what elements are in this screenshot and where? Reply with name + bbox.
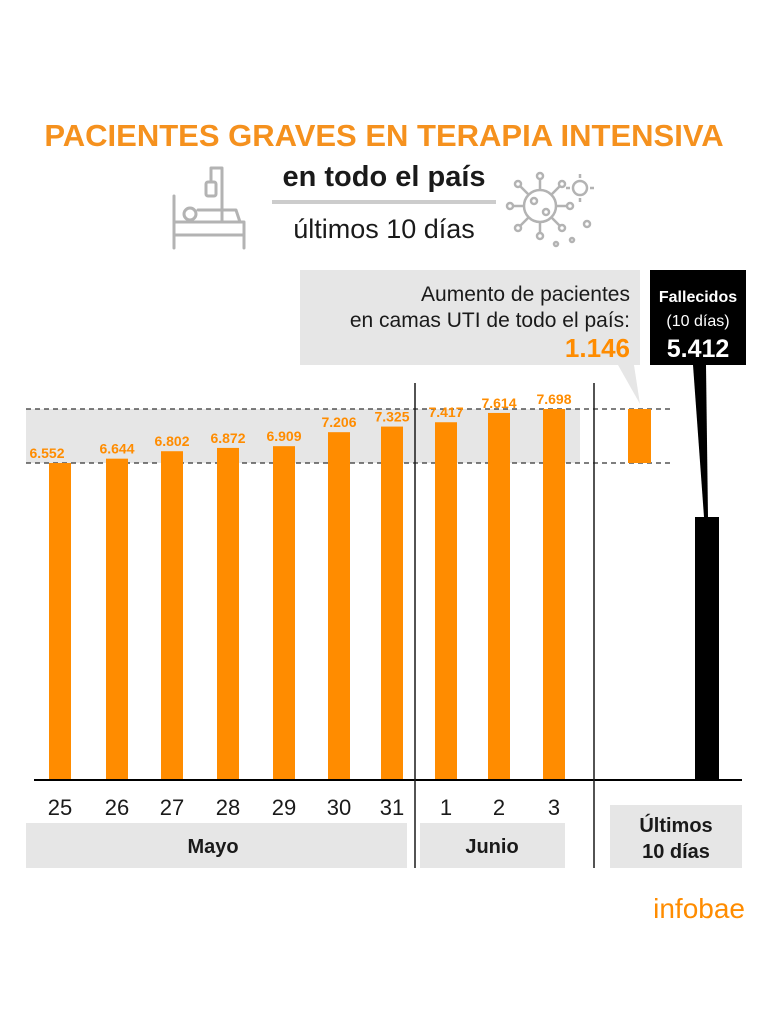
- bar-31: [381, 426, 403, 780]
- value-label-26: 6.644: [99, 441, 134, 457]
- value-label-25: 6.552: [29, 445, 64, 461]
- value-label-31: 7.325: [374, 409, 409, 425]
- value-label-2: 7.614: [481, 395, 516, 411]
- tick-label-27: 27: [160, 795, 184, 820]
- bar-26: [106, 458, 128, 780]
- deaths-box: [650, 270, 746, 365]
- tick-label-1: 1: [440, 795, 452, 820]
- deaths-bar: [695, 517, 719, 780]
- value-label-30: 7.206: [321, 414, 356, 430]
- month-band-mayo: [26, 823, 407, 868]
- tick-label-2: 2: [493, 795, 505, 820]
- increase-box: [300, 270, 640, 365]
- month-label-junio: Junio: [465, 836, 518, 858]
- increase-label-line1: Aumento de pacientes: [421, 283, 630, 306]
- value-label-28: 6.872: [210, 430, 245, 446]
- tick-label-29: 29: [272, 795, 296, 820]
- month-band-junio: [420, 823, 565, 868]
- increase-box-pointer: [618, 365, 640, 404]
- tick-label-25: 25: [48, 795, 72, 820]
- bar-30: [328, 432, 350, 780]
- tick-label-26: 26: [105, 795, 129, 820]
- chart-period: últimos 10 días: [293, 214, 475, 244]
- bar-1: [435, 422, 457, 780]
- value-label-29: 6.909: [266, 428, 301, 444]
- bar-28: [217, 447, 239, 780]
- virus-icon: [505, 171, 594, 248]
- increase-value: 1.146: [565, 333, 630, 363]
- tick-label-3: 3: [548, 795, 560, 820]
- last-days-label-line1: Últimos: [639, 813, 712, 837]
- increase-bar: [628, 409, 651, 463]
- value-label-27: 6.802: [154, 433, 189, 449]
- bar-29: [273, 446, 295, 780]
- last-days-label-line2: 10 días: [642, 841, 710, 863]
- deaths-label: Fallecidos: [659, 289, 737, 306]
- bar-25: [49, 463, 71, 780]
- bar-27: [161, 451, 183, 780]
- increase-label-line2: en camas UTI de todo el país:: [350, 309, 630, 332]
- deaths-pointer: [693, 365, 708, 517]
- brand-logo: infobae: [653, 893, 745, 924]
- deaths-value: 5.412: [667, 335, 730, 363]
- tick-label-31: 31: [380, 795, 404, 820]
- increase-range-band: [26, 409, 580, 463]
- deaths-period: (10 días): [666, 313, 729, 330]
- hospital-bed-icon: [172, 166, 246, 250]
- value-label-3: 7.698: [536, 391, 571, 407]
- value-label-1: 7.417: [428, 404, 463, 420]
- chart-subtitle: en todo el país: [282, 161, 485, 193]
- bar-3: [543, 409, 565, 780]
- bar-2: [488, 412, 510, 780]
- month-label-mayo: Mayo: [187, 836, 238, 858]
- last-days-band: [610, 805, 742, 868]
- tick-label-30: 30: [327, 795, 351, 820]
- tick-label-28: 28: [216, 795, 240, 820]
- chart-title: PACIENTES GRAVES EN TERAPIA INTENSIVA: [44, 118, 723, 153]
